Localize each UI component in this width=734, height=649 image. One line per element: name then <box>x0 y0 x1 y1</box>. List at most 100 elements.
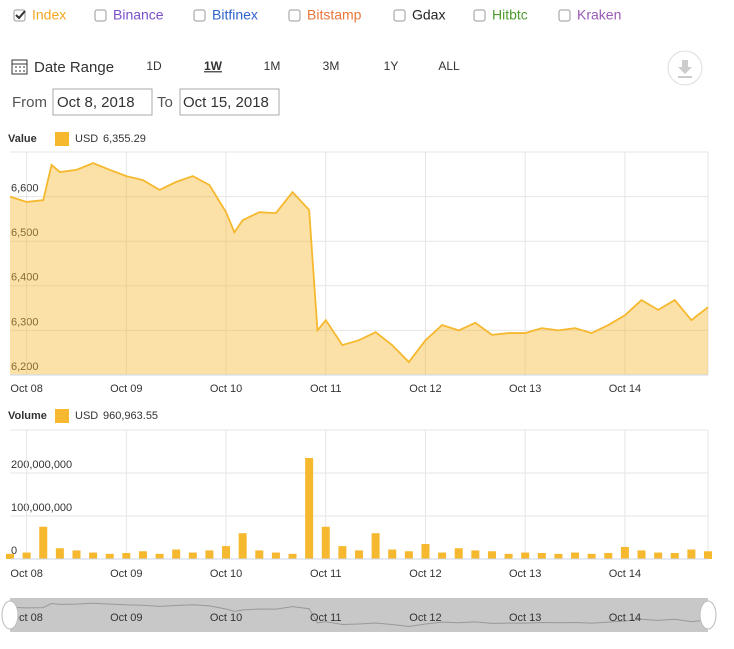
navigator-band[interactable] <box>10 598 708 632</box>
volume-bar <box>355 550 363 559</box>
volume-bar <box>404 551 413 559</box>
legend-value[interactable]: 6,355.29 <box>103 133 146 145</box>
volume-bar <box>421 543 430 559</box>
volume-bar <box>454 548 463 559</box>
navigator-label: Oct 09 <box>110 612 142 624</box>
volume-bar <box>205 550 214 559</box>
volume-bar <box>271 552 280 559</box>
exchange-label[interactable]: Binance <box>113 7 164 23</box>
volume-bar <box>288 553 297 559</box>
volume-bar <box>620 546 629 559</box>
legend-value[interactable]: 960,963.55 <box>103 410 158 422</box>
checkbox[interactable] <box>288 9 301 22</box>
volume-bar <box>654 552 663 559</box>
navigator-label: Oct 11 <box>310 612 342 624</box>
volume-bar <box>587 553 596 559</box>
checkmark[interactable] <box>15 10 26 20</box>
checkbox[interactable] <box>473 9 486 22</box>
volume-bar <box>138 551 147 559</box>
navigator-label: Oct 12 <box>409 612 441 624</box>
y-tick-label: 200,000,000 <box>11 459 72 471</box>
volume-bar <box>571 552 580 559</box>
to-label: To <box>157 94 173 111</box>
from-value[interactable]: Oct 8, 2018 <box>57 94 135 111</box>
checkbox[interactable] <box>558 9 571 22</box>
x-tick-label: Oct 11 <box>310 383 342 395</box>
exchange-label[interactable]: Hitbtc <box>492 7 528 23</box>
x-tick-label: Oct 14 <box>609 568 641 580</box>
range-button[interactable]: 3M <box>323 59 340 73</box>
volume-bar <box>537 552 546 559</box>
volume-bar <box>521 552 530 559</box>
volume-bar <box>371 533 380 559</box>
date-range-label: Date Range <box>34 59 114 76</box>
exchange-label[interactable]: Kraken <box>577 7 621 23</box>
checkbox[interactable] <box>193 9 206 22</box>
x-tick-label: Oct 09 <box>110 568 142 580</box>
download-button[interactable] <box>667 50 703 86</box>
volume-bar <box>504 553 513 559</box>
volume-bar <box>172 549 181 559</box>
volume-bar <box>188 552 197 559</box>
legend-name[interactable]: USD <box>75 133 98 145</box>
volume-bar <box>554 553 563 559</box>
volume-bar <box>687 549 696 559</box>
range-button[interactable]: 1D <box>146 59 162 73</box>
navigator-handle[interactable] <box>699 600 717 630</box>
volume-bar <box>22 552 31 559</box>
calendar-dots <box>15 66 25 72</box>
range-button[interactable]: 1M <box>264 59 281 73</box>
x-tick-label: Oct 12 <box>409 568 441 580</box>
volume-bar <box>39 526 48 559</box>
volume-bar <box>105 553 114 559</box>
y-tick-label: 6,400 <box>11 272 39 284</box>
from-label: From <box>12 94 47 111</box>
navigator-label: Oct 08 <box>10 612 42 624</box>
from-input[interactable] <box>52 88 153 116</box>
to-value[interactable]: Oct 15, 2018 <box>183 94 269 111</box>
y-tick-label: 100,000,000 <box>11 502 72 514</box>
y-tick-label: 6,600 <box>11 183 39 195</box>
volume-bar <box>438 552 447 559</box>
navigator-handle[interactable] <box>1 600 19 630</box>
to-input[interactable] <box>179 88 280 116</box>
legend-swatch[interactable] <box>55 132 69 146</box>
legend-swatch[interactable] <box>55 409 69 423</box>
x-tick-label: Oct 08 <box>10 568 42 580</box>
exchange-label[interactable]: Bitstamp <box>307 7 362 23</box>
volume-bar <box>604 552 613 559</box>
exchange-label[interactable]: Gdax <box>412 7 445 23</box>
download-icon[interactable] <box>678 60 692 78</box>
x-tick-label: Oct 08 <box>10 383 42 395</box>
volume-bar <box>670 552 679 559</box>
checkbox[interactable] <box>393 9 406 22</box>
volume-bar <box>255 550 264 559</box>
volume-bar <box>637 550 646 559</box>
value-line <box>9 162 709 364</box>
chart-title: Value <box>8 133 37 145</box>
y-tick-label: 6,500 <box>11 227 39 239</box>
range-button[interactable]: 1W <box>204 59 223 73</box>
exchange-label[interactable]: Index <box>32 7 66 23</box>
volume-bar <box>305 457 314 559</box>
x-tick-label: Oct 13 <box>509 383 541 395</box>
volume-bar <box>89 552 98 559</box>
legend-name[interactable]: USD <box>75 410 98 422</box>
volume-bar <box>471 550 480 559</box>
range-button[interactable]: ALL <box>438 59 460 73</box>
x-tick-label: Oct 14 <box>609 383 641 395</box>
x-tick-label: Oct 12 <box>409 383 441 395</box>
exchange-label[interactable]: Bitfinex <box>212 7 258 23</box>
navigator-label: Oct 14 <box>609 612 641 624</box>
volume-bar <box>388 549 397 559</box>
navigator-label: Oct 13 <box>509 612 541 624</box>
volume-bar <box>338 546 347 559</box>
checkbox[interactable] <box>94 9 107 22</box>
volume-bar <box>238 533 247 559</box>
x-tick-label: Oct 09 <box>110 383 142 395</box>
x-tick-label: Oct 10 <box>210 568 242 580</box>
volume-bar <box>122 552 131 559</box>
range-button[interactable]: 1Y <box>384 59 399 73</box>
volume-bar <box>55 548 64 559</box>
